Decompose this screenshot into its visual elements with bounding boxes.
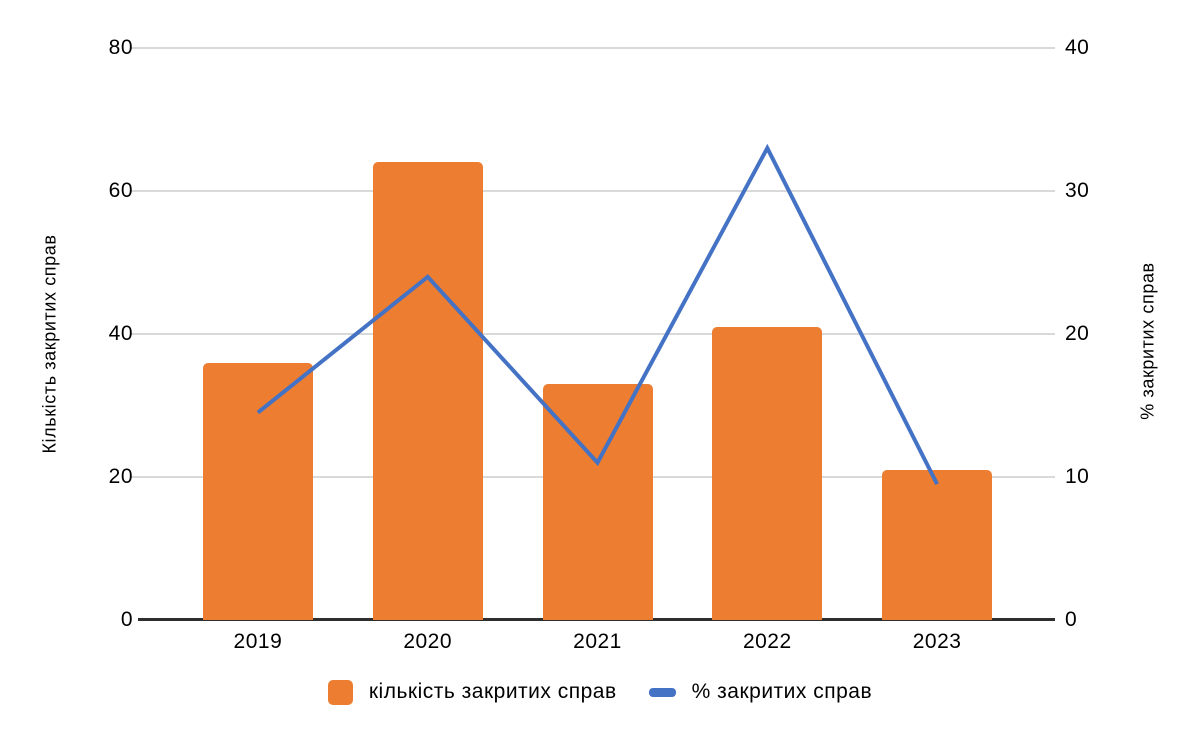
right-axis-tick-20: 20 bbox=[1065, 322, 1090, 345]
gridline-40 bbox=[131, 333, 1055, 335]
bar-legend-label: кількість закритих справ bbox=[368, 680, 617, 703]
left-axis-tick-0: 0 bbox=[120, 608, 133, 631]
right-axis-title: % закритих справ bbox=[1137, 262, 1158, 420]
line-legend-label: % закритих справ bbox=[691, 680, 873, 703]
right-axis-tick-40: 40 bbox=[1065, 36, 1090, 59]
line-path bbox=[256, 143, 939, 486]
x-axis-tick-2020: 2020 bbox=[403, 630, 453, 653]
legend: кількість закритих справ % закритих спра… bbox=[0, 672, 1200, 712]
left-axis-tick-40: 40 bbox=[108, 322, 133, 345]
left-axis-tick-60: 60 bbox=[108, 179, 133, 202]
left-axis-tick-20: 20 bbox=[108, 465, 133, 488]
right-axis-tick-0: 0 bbox=[1065, 608, 1078, 631]
legend-item-bar-series: кількість закритих справ bbox=[327, 679, 617, 705]
bar-2022 bbox=[712, 326, 823, 620]
gridline-60 bbox=[131, 190, 1055, 192]
x-axis-tick-2019: 2019 bbox=[233, 630, 283, 653]
right-axis-ticks: 0 10 20 30 40 bbox=[1065, 0, 1135, 742]
bar-2023 bbox=[882, 469, 993, 620]
bar-2020 bbox=[372, 162, 483, 620]
left-axis-tick-80: 80 bbox=[108, 36, 133, 59]
gridline-80 bbox=[131, 47, 1055, 49]
legend-item-line-series: % закритих справ bbox=[648, 680, 873, 704]
right-axis-tick-30: 30 bbox=[1065, 179, 1090, 202]
x-axis-tick-2022: 2022 bbox=[742, 630, 792, 653]
left-axis-title: Кількість закритих справ bbox=[39, 234, 60, 454]
x-axis-tick-2021: 2021 bbox=[573, 630, 622, 653]
bar-legend-swatch bbox=[327, 679, 353, 705]
x-axis-tick-2023: 2023 bbox=[912, 630, 962, 653]
right-axis-tick-10: 10 bbox=[1065, 465, 1090, 488]
line-legend-swatch bbox=[648, 687, 676, 697]
bar-2019 bbox=[202, 362, 313, 620]
left-axis-ticks: 0 20 40 60 80 bbox=[68, 0, 133, 742]
line-series bbox=[256, 143, 939, 486]
plot-area bbox=[131, 47, 1055, 621]
